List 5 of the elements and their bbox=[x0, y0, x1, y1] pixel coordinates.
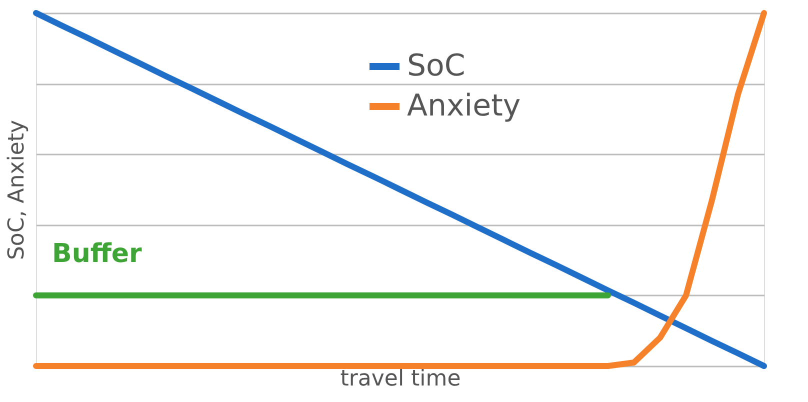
x-axis-title: travel time bbox=[340, 366, 461, 392]
y-axis-title: SoC, Anxiety bbox=[4, 120, 30, 260]
legend-label: Anxiety bbox=[407, 88, 521, 124]
legend-label: SoC bbox=[407, 48, 466, 84]
annotation: Buffer bbox=[52, 239, 142, 270]
